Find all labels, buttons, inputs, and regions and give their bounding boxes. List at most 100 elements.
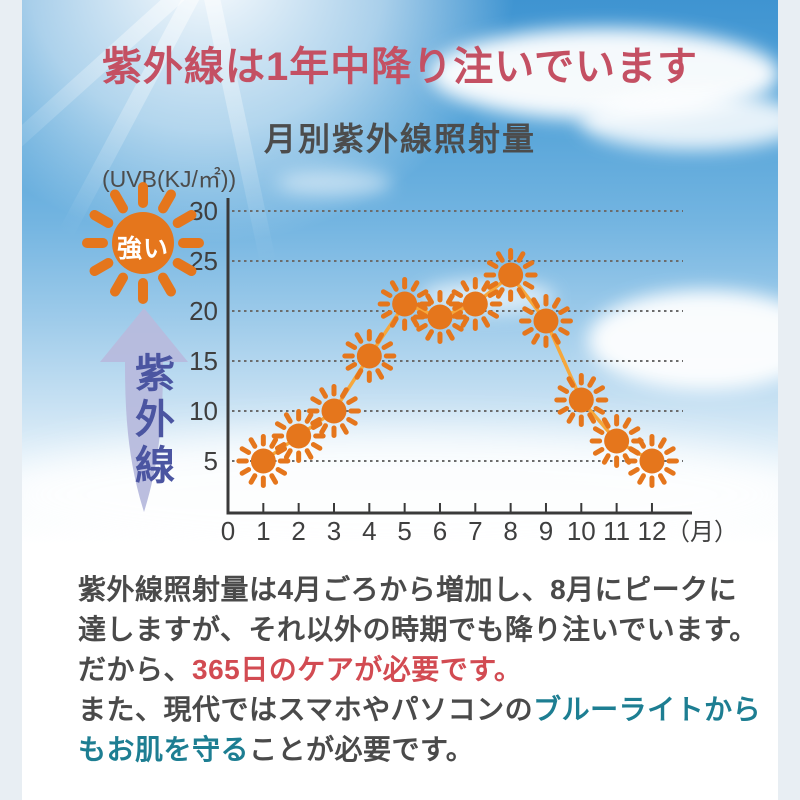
sun-ray — [425, 293, 434, 305]
y-tick-label: 10 — [189, 396, 218, 426]
sun-ray — [275, 467, 288, 476]
sun-core — [639, 448, 665, 474]
x-tick-label: 11 — [603, 516, 630, 546]
x-tick-label: 0 — [221, 516, 235, 546]
sun-ray — [551, 333, 561, 345]
sun-ray — [89, 258, 114, 276]
sun-ray — [172, 258, 197, 276]
sun-ray — [593, 406, 606, 415]
sun-ray — [566, 412, 576, 424]
description-line: だから、365日のケアが必要です。 — [78, 650, 738, 690]
sun-ray — [460, 316, 470, 328]
sun-ray — [354, 332, 364, 344]
sun-ray — [425, 329, 434, 341]
x-tick-label: 10 — [567, 516, 596, 546]
sun-ray — [381, 362, 394, 371]
x-tick-label: 2 — [291, 516, 305, 546]
uv-arrow-label: 紫外線 — [129, 352, 173, 490]
sun-ray — [310, 396, 322, 405]
x-axis-unit-label: （月） — [666, 519, 738, 546]
sun-ray — [346, 417, 358, 426]
sun-ray — [319, 423, 328, 435]
sun-ray — [486, 260, 499, 269]
cloud — [277, 170, 392, 196]
description-line: 紫外線照射量は4月ごろから増加し、8月にピークに — [78, 570, 738, 610]
sun-ray — [592, 447, 605, 456]
sun-ray — [460, 280, 470, 292]
page-title: 紫外線は1年中降り注いでいます — [101, 45, 699, 89]
sun-ray — [380, 310, 393, 319]
description-highlight-teal: ブルーライトから — [533, 694, 762, 725]
description-line: また、現代ではスマホやパソコンのブルーライトから — [78, 690, 761, 730]
sun-ray — [622, 417, 632, 429]
sun-core — [392, 291, 418, 317]
sun-ray — [558, 306, 570, 315]
sun-ray — [593, 385, 606, 394]
sun-marker-month-8 — [483, 248, 538, 302]
y-tick-label: 5 — [204, 446, 218, 476]
sun-ray — [304, 412, 314, 424]
sun-ray — [628, 446, 640, 455]
sun-marker-month-10 — [554, 373, 609, 427]
sun-ray — [310, 442, 323, 451]
description-text: 紫外線照射量は4月ごろから増加し、8月にピークに 達しますが、それ以外の時期でも降… — [78, 570, 761, 770]
sun-core — [112, 212, 174, 274]
sun-ray — [269, 437, 279, 449]
sun-core — [533, 308, 559, 334]
y-tick-label: 15 — [189, 346, 218, 376]
sun-ray — [416, 323, 428, 332]
description-highlight-red: 365日のケアが必要です。 — [192, 654, 523, 685]
description-segment: だから、 — [78, 654, 193, 685]
sun-ray — [274, 421, 287, 430]
sun-ray — [239, 467, 252, 476]
description-segment: 紫外線照射量は4月ごろから増加し、8月にピークに — [78, 574, 738, 605]
arrow-shape — [100, 308, 188, 512]
sun-ray — [239, 446, 252, 455]
sun-ray — [481, 316, 491, 328]
sun-ray — [657, 437, 667, 449]
sun-ray — [354, 368, 364, 380]
sun-ray — [410, 316, 420, 328]
y-axis-unit-label: (UVB(KJ/㎡)) — [102, 166, 237, 192]
sun-ray — [389, 316, 399, 328]
x-tick-label: 1 — [256, 516, 270, 546]
sun-ray — [283, 448, 293, 460]
sun-ray — [158, 272, 176, 297]
sun-ray — [339, 423, 349, 435]
sun-ray — [346, 396, 358, 405]
sun-ray — [557, 406, 570, 415]
sun-ray — [557, 385, 570, 394]
sun-marker-month-5 — [377, 277, 432, 331]
sun-ray — [551, 297, 561, 309]
sun-ray — [380, 289, 393, 298]
sun-ray — [587, 376, 597, 388]
sun-ray — [566, 376, 576, 388]
sun-ray — [319, 387, 328, 399]
sun-ray — [445, 329, 455, 341]
sun-ray — [248, 473, 258, 485]
sun-marker-month-9 — [518, 294, 573, 348]
sun-ray — [451, 289, 464, 298]
sun-ray — [375, 332, 385, 344]
sun-marker-month-4 — [342, 329, 397, 383]
sun-ray — [310, 417, 322, 426]
sun-ray — [601, 417, 611, 429]
sun-ray — [531, 297, 540, 309]
sun-ray — [637, 473, 646, 485]
sun-ray — [592, 426, 605, 435]
sun-marker-month-12 — [624, 434, 679, 488]
chart-title: 月別紫外線照射量 — [263, 121, 536, 157]
sun-ray — [481, 280, 491, 292]
x-tick-label: 7 — [468, 516, 482, 546]
description-segment: ことが必要です。 — [249, 734, 475, 765]
cloud — [588, 290, 778, 390]
sun-ray — [110, 272, 128, 297]
sun-ray — [283, 412, 293, 424]
sun-ray — [558, 327, 570, 336]
sun-ray — [310, 421, 323, 430]
sun-ray — [275, 446, 288, 455]
sun-ray — [487, 289, 500, 298]
sun-ray — [110, 189, 128, 214]
x-tick-label: 12 — [637, 516, 666, 546]
